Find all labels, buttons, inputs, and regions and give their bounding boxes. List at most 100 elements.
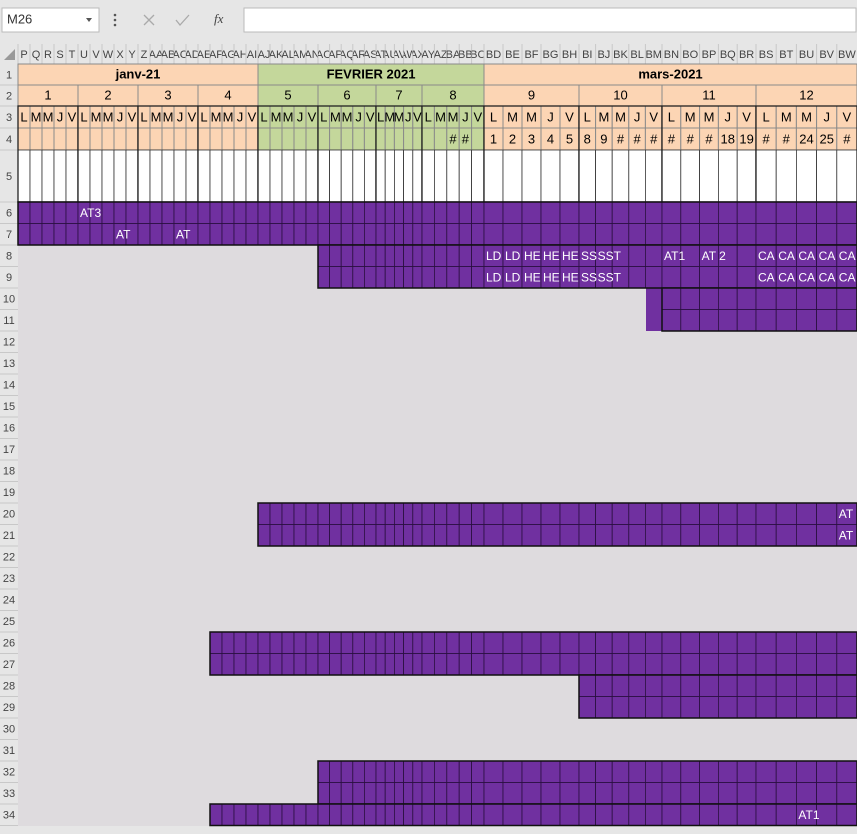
purple-cell [661,223,682,246]
purple-cell [775,287,797,310]
purple-cell [611,524,630,547]
day-date-cell: 9 [600,131,607,146]
purple-cell [521,502,542,525]
purple-cell [611,760,630,783]
row-header: 26 [3,638,15,650]
blank-cell [89,149,103,203]
blank-cell [384,149,395,203]
column-header-cell: AX [413,49,422,61]
purple-cell [736,696,757,719]
cell-label: AT [839,507,854,521]
purple-cell [611,201,630,224]
cancel-icon[interactable] [143,14,155,26]
purple-cell [775,201,797,224]
day-letter-cell: J [57,109,64,124]
column-header-cell: AQ [341,49,353,61]
purple-cell [521,201,542,224]
row-header: 22 [3,552,15,564]
purple-cell [412,201,423,224]
column-header-cell: BQ [720,49,736,61]
column-header: BE [505,49,520,61]
purple-cell [736,524,757,547]
formula-input[interactable] [243,7,857,33]
column-header-cell: AF [210,49,222,61]
enter-icon[interactable] [175,14,190,27]
purple-cell [736,201,757,224]
purple-cell [718,696,738,719]
purple-cell [458,244,473,267]
purple-cell [836,760,857,783]
name-box-dropdown[interactable] [86,18,92,22]
purple-cell [521,524,542,547]
cell-label: HE [524,249,541,263]
cell-label: AT [176,227,191,241]
day-date-cell: 8 [584,131,591,146]
blank-cell [578,149,597,203]
blank-cell [269,149,283,203]
day-letter-cell: J [297,109,304,124]
column-header-cell: AS [364,49,376,61]
row-header: 11 [3,315,14,327]
column-header: AI [247,49,257,61]
blank-cell [796,149,818,203]
purple-cell [680,309,700,332]
purple-cell [458,760,473,783]
day-letter-cell: L [584,109,591,124]
purple-cell [680,287,700,310]
purple-cell [718,309,738,332]
purple-cell [836,674,857,697]
purple-cell [816,803,838,826]
day-letter-cell: M [507,109,518,124]
blank-cell [375,149,386,203]
purple-cell [540,653,561,676]
purple-cell [661,674,682,697]
purple-cell [680,502,700,525]
column-header-cell: AY [422,49,434,61]
purple-cell [458,502,473,525]
column-header-bar [0,42,857,64]
row-header: 30 [3,724,15,736]
purple-cell [816,287,838,310]
purple-cell [340,223,354,246]
name-box[interactable] [1,7,100,33]
purple-cell [305,803,319,826]
purple-cell [736,760,757,783]
purple-cell [209,201,223,224]
column-header-cell: AL [282,49,294,61]
purple-cell [471,653,485,676]
purple-cell [421,760,435,783]
column-header: AC [172,49,187,61]
select-all[interactable] [4,49,15,60]
purple-cell [645,782,663,805]
purple-cell [775,653,797,676]
purple-cell [836,309,857,332]
blank-cell [502,149,523,203]
purple-cell [816,782,838,805]
purple-cell [393,266,404,289]
purple-cell [101,201,115,224]
purple-cell [384,524,395,547]
day-date-cell: # [705,131,713,146]
purple-cell [340,782,354,805]
day-letter-cell: J [237,109,244,124]
day-letter: M [342,109,353,124]
purple-cell [293,201,307,224]
purple-cell [816,309,838,332]
purple-cell [329,803,342,826]
insert-function[interactable]: fx [214,11,224,26]
more-icon[interactable] [113,13,117,27]
purple-cell [540,760,561,783]
purple-cell [317,782,331,805]
cell-label: HE [562,249,579,263]
purple-cell [257,631,271,654]
purple-cell [628,244,646,267]
purple-cell [433,223,448,246]
purple-cell [718,266,738,289]
day-letter: V [366,109,375,124]
day-letter-cell: M [43,109,54,124]
column-header: AW [400,49,418,61]
column-header-cell: AC [172,49,187,61]
day-date-cell: # [843,131,851,146]
day-letter: J [355,109,362,124]
purple-cell [736,266,757,289]
